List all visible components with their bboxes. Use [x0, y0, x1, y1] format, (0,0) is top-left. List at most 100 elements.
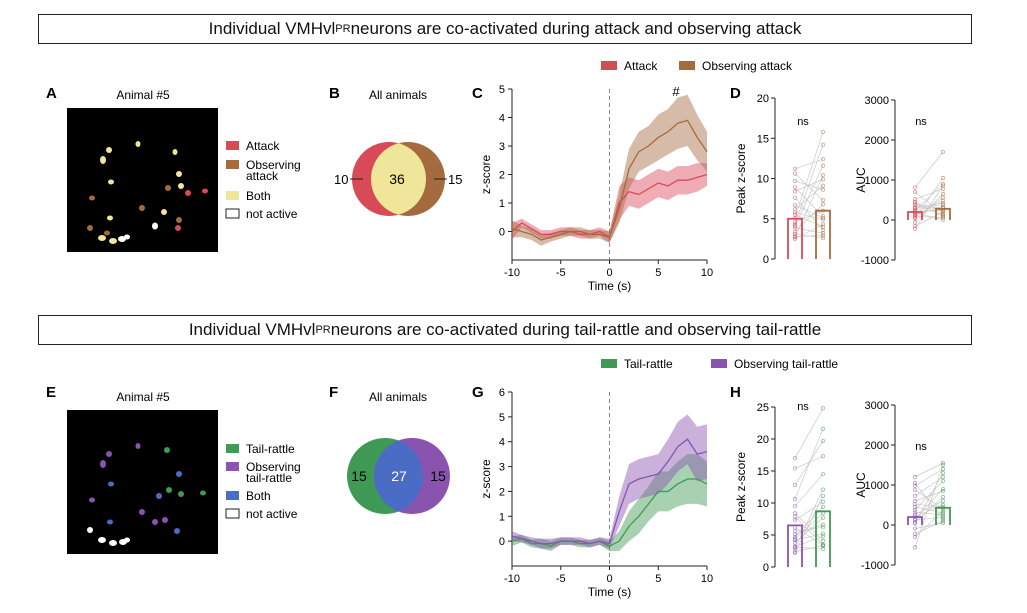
data-point [820, 202, 826, 207]
legend-swatch-attack [226, 141, 239, 150]
venn-top-right-count: 15 [448, 172, 462, 187]
neuron-roi [162, 517, 168, 523]
data-point [912, 487, 918, 492]
y-tick-label: -1000 [861, 560, 889, 572]
y-axis-label: z-score [479, 459, 493, 499]
data-point [940, 175, 946, 181]
neuron-roi [172, 149, 178, 155]
data-point [792, 456, 798, 461]
neuron-roi [87, 527, 93, 533]
data-point [940, 478, 946, 484]
neuron-roi [166, 487, 172, 493]
y-tick-label: 0 [499, 536, 505, 548]
legend-swatch-attack [601, 61, 617, 70]
paired-line [914, 522, 944, 529]
data-point [820, 215, 826, 221]
legend-label-observing-attack: Observing [246, 158, 301, 172]
paired-line [914, 490, 944, 502]
series-line-tail-rattle [511, 478, 708, 547]
panel-letter-g: G [472, 384, 484, 401]
data-point [940, 202, 946, 207]
panel-letter-c: C [472, 85, 483, 102]
neuron-roi [108, 481, 114, 487]
data-point [820, 183, 826, 188]
data-point [820, 157, 826, 162]
paired-line [794, 512, 824, 542]
venn-top-left-count: 10 [334, 172, 348, 187]
data-point [912, 526, 918, 531]
data-point [792, 525, 798, 530]
y-tick-label: 0 [883, 215, 889, 227]
y-tick-label: 3 [499, 141, 505, 153]
venn-bottom-left-count: 15 [351, 468, 367, 484]
legend-swatch-tail-rattle [601, 359, 617, 368]
data-point [940, 488, 946, 494]
data-point [940, 149, 946, 155]
neuron-roi [89, 195, 95, 201]
paired-line [794, 516, 824, 545]
y-tick-label: 10 [757, 498, 769, 510]
data-point [792, 222, 798, 227]
neuron-roi [174, 528, 180, 534]
y-tick-label: 20 [757, 93, 769, 105]
paired-line [794, 535, 824, 547]
data-point [912, 216, 918, 221]
data-point [820, 487, 826, 492]
paired-line [794, 546, 824, 550]
panel-letter-e: E [46, 384, 56, 401]
neuron-roi [135, 141, 141, 147]
paired-line [794, 165, 824, 227]
data-point [940, 502, 946, 508]
bar-observing-attack [815, 209, 831, 259]
y-tick-label: 6 [499, 387, 505, 399]
legend-label-both: Both [246, 489, 271, 503]
trace-chart-bottom: 0 1 2 3 4 5 6 -10 -5 0 5 10 Time (s) z-score [479, 387, 713, 599]
data-point [792, 178, 798, 184]
y-tick-label: 5 [499, 84, 505, 96]
data-point [792, 231, 798, 237]
data-point [820, 224, 826, 229]
paired-line [914, 510, 944, 538]
venn-overlap [371, 142, 426, 216]
paired-line [794, 158, 824, 170]
paired-line [794, 227, 824, 234]
y-tick-label: 15 [757, 133, 769, 145]
y-tick-label: 1 [499, 198, 505, 210]
paired-line [914, 468, 944, 487]
data-point [940, 181, 946, 187]
legend-swatch-both [226, 491, 239, 500]
legend-label-observing-attack-line2: attack [246, 169, 279, 183]
x-tick-label: 10 [701, 267, 713, 279]
x-tick-label: -10 [504, 573, 520, 585]
row-top-title: Individual VMHvl PR neurons are co-activa… [38, 14, 972, 44]
venn-overlap-bottom [374, 438, 423, 514]
data-point [820, 472, 826, 477]
data-point [820, 454, 826, 459]
legend-top-trace: Attack Observing attack [601, 59, 793, 73]
paired-line [914, 488, 944, 520]
paired-line [914, 472, 944, 524]
paired-line [794, 545, 824, 552]
sem-band-tail-rattle [512, 454, 707, 552]
neuron-roi [178, 491, 184, 497]
legend-label-both: Both [246, 189, 271, 203]
data-point [912, 521, 918, 526]
y-axis-label: Peak z-score [734, 452, 748, 522]
panel-e-subtitle: Animal #5 [116, 390, 170, 404]
data-point [792, 185, 798, 190]
data-point [940, 498, 946, 504]
data-point [792, 536, 798, 541]
paired-line [914, 503, 944, 508]
panel-letter-a: A [46, 85, 57, 102]
data-point [792, 546, 798, 551]
legend-swatch-not-active [225, 208, 240, 219]
trace-chart-top: 0 1 2 3 4 5 -10 -5 0 5 10 Time (s) z-score [479, 84, 713, 293]
neuron-roi [100, 156, 106, 164]
data-point [912, 534, 918, 540]
paired-line [794, 473, 824, 507]
data-point [820, 511, 826, 516]
y-tick-label: 0 [883, 520, 889, 532]
significance-hash: # [672, 84, 680, 99]
